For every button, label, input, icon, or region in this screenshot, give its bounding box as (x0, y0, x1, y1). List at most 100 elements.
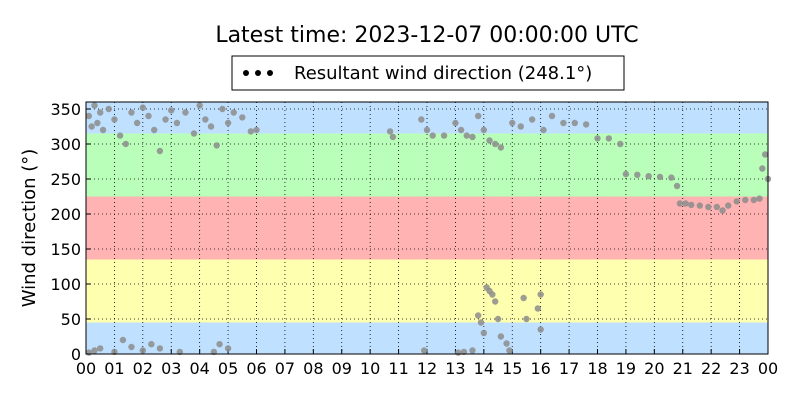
point (617, 140, 624, 148)
x-tick-label: 10 (360, 359, 380, 378)
point (492, 298, 499, 305)
point (668, 174, 675, 181)
point (418, 116, 425, 123)
x-tick-label: 12 (417, 359, 437, 378)
point (219, 105, 226, 113)
point (534, 305, 542, 312)
y-tick-label: 0 (71, 345, 81, 364)
plot-frame (85, 101, 769, 355)
point (656, 173, 664, 181)
point (520, 294, 527, 302)
point (429, 132, 436, 139)
y-tick-label: 300 (50, 135, 81, 154)
point (560, 119, 567, 127)
legend-label: Resultant wind direction (248.1°) (294, 63, 592, 84)
point (128, 343, 135, 351)
point (239, 114, 246, 121)
y-tick-label: 200 (50, 205, 81, 224)
x-tick-label: 09 (332, 359, 352, 378)
point (469, 347, 476, 354)
point (463, 132, 470, 139)
point (253, 126, 260, 134)
legend-marker (243, 70, 249, 76)
point (133, 119, 141, 127)
point (420, 347, 428, 354)
point (119, 336, 127, 344)
point (182, 109, 189, 116)
point (477, 319, 485, 326)
x-tick-label: 22 (701, 359, 721, 378)
point (759, 165, 766, 172)
point (719, 207, 726, 214)
point (742, 196, 749, 204)
point (460, 348, 468, 356)
x-tick-label: 17 (559, 359, 579, 378)
point (682, 200, 689, 207)
point (213, 142, 220, 149)
point (696, 202, 703, 209)
x-tick-label: 00 (758, 359, 778, 378)
point (474, 312, 482, 319)
point (452, 119, 459, 127)
point (202, 116, 209, 123)
point (480, 126, 488, 134)
point (139, 104, 147, 111)
legend-marker (255, 70, 261, 76)
point (605, 135, 613, 142)
point (97, 109, 104, 116)
y-tick-label: 50 (61, 310, 81, 329)
point (503, 340, 510, 347)
point (122, 140, 129, 148)
point (750, 196, 757, 204)
point (688, 201, 695, 209)
point (173, 119, 181, 127)
point (145, 112, 152, 120)
x-tick-label: 06 (246, 359, 266, 378)
point (582, 121, 590, 128)
point (162, 116, 169, 123)
point (634, 171, 641, 178)
point (705, 203, 712, 211)
x-tick-label: 11 (388, 359, 408, 378)
point (540, 126, 547, 134)
point (224, 345, 232, 352)
point (207, 123, 215, 130)
x-tick-label: 14 (474, 359, 494, 378)
point (386, 128, 394, 135)
point (128, 109, 135, 116)
point (440, 132, 448, 139)
point (537, 326, 544, 333)
point (88, 123, 95, 130)
point (97, 345, 104, 352)
point (139, 347, 147, 354)
point (523, 315, 530, 323)
y-tick-label: 150 (50, 240, 81, 259)
point (761, 151, 769, 158)
point (571, 119, 578, 127)
point (506, 347, 513, 354)
chart-title: Latest time: 2023-12-07 00:00:00 UTC (215, 23, 638, 48)
point (489, 291, 496, 298)
x-tick-label: 05 (218, 359, 238, 378)
point (85, 112, 93, 120)
point (116, 132, 124, 139)
point (91, 347, 98, 354)
y-axis-label: Wind direction (°) (19, 149, 40, 308)
point (645, 173, 652, 180)
legend-marker (267, 70, 273, 76)
point (168, 107, 175, 114)
point (756, 195, 763, 202)
point (622, 170, 630, 178)
point (494, 315, 502, 323)
point (196, 102, 203, 109)
x-tick-label: 23 (729, 359, 749, 378)
point (230, 109, 237, 116)
point (548, 112, 556, 120)
x-tick-label: 07 (275, 359, 295, 378)
point (111, 116, 118, 123)
point (176, 348, 183, 356)
point (457, 126, 465, 134)
point (105, 105, 112, 113)
point (216, 341, 223, 348)
